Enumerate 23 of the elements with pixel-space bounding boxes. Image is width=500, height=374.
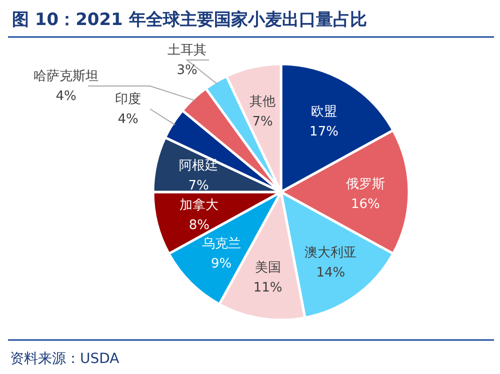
data-label: 7%	[188, 178, 209, 194]
data-label: 3%	[176, 63, 198, 78]
slice-label: 加拿大	[180, 198, 219, 214]
data-label: 17%	[310, 124, 338, 140]
slice-label: 美国	[254, 259, 281, 276]
slice-label: 乌克兰	[202, 236, 241, 252]
data-label: 4%	[56, 89, 76, 104]
chart-title: 图 10：2021 年全球主要国家小麦出口量占比	[12, 10, 367, 30]
slice-label: 俄罗斯	[346, 177, 385, 192]
slice-label: 欧盟	[311, 104, 338, 120]
data-label: 16%	[351, 197, 380, 212]
data-label: 7%	[252, 114, 273, 130]
data-label: 11%	[253, 280, 282, 296]
slice-label: 哈萨克斯坦	[34, 69, 98, 84]
data-label: 8%	[188, 218, 210, 234]
data-label: 14%	[316, 265, 346, 280]
text: 资料来源：USDA	[10, 351, 120, 367]
slice-label: 印度	[115, 91, 141, 107]
data-label: 9%	[210, 256, 232, 272]
slice-label: 土耳其	[168, 43, 206, 58]
slice-label: 其他	[250, 94, 276, 110]
data-label: 4%	[118, 112, 138, 127]
slice-label: 澳大利亚	[304, 245, 357, 260]
